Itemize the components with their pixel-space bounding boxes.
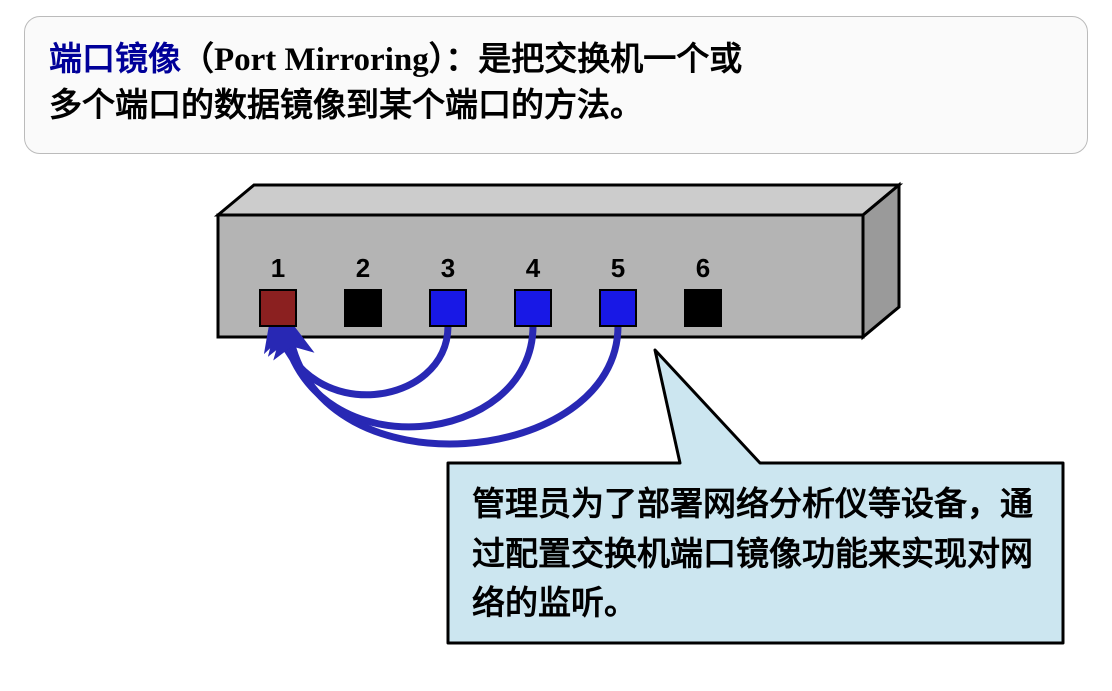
mirror-arrows (278, 326, 618, 444)
port-label-1: 1 (271, 253, 285, 283)
definition-text: 端口镜像（Port Mirroring）：是把交换机一个或多个端口的数据镜像到某… (49, 37, 1063, 129)
port-2 (345, 290, 381, 326)
mirror-arrow-2 (284, 326, 533, 427)
definition-box: 端口镜像（Port Mirroring）：是把交换机一个或多个端口的数据镜像到某… (24, 16, 1088, 154)
diagram-area: 1 2 3 4 5 6 管理员为了部署网络分析仪等设备，通过配置交换机端口镜像功能来实现对… (0, 175, 1112, 675)
mirror-arrow-3 (290, 326, 618, 444)
term: 端口镜像 (49, 42, 181, 78)
port-label-2: 2 (356, 253, 370, 283)
callout-text-box: 管理员为了部署网络分析仪等设备，通过配置交换机端口镜像功能来实现对网络的监听。 (448, 463, 1063, 643)
port-label-5: 5 (611, 253, 625, 283)
port-3 (430, 290, 466, 326)
port-4 (515, 290, 551, 326)
port-6 (685, 290, 721, 326)
port-label-3: 3 (441, 253, 455, 283)
switch-device (218, 185, 899, 337)
port-label-6: 6 (696, 253, 710, 283)
term-en: （Port Mirroring） (181, 42, 445, 78)
callout-text: 管理员为了部署网络分析仪等设备，通过配置交换机端口镜像功能来实现对网络的监听。 (472, 481, 1039, 630)
port-label-4: 4 (526, 253, 541, 283)
def-rest2: 多个端口的数据镜像到某个端口的方法。 (49, 88, 643, 124)
port-5 (600, 290, 636, 326)
def-rest1: ：是把交换机一个或 (445, 42, 742, 78)
port-1 (260, 290, 296, 326)
